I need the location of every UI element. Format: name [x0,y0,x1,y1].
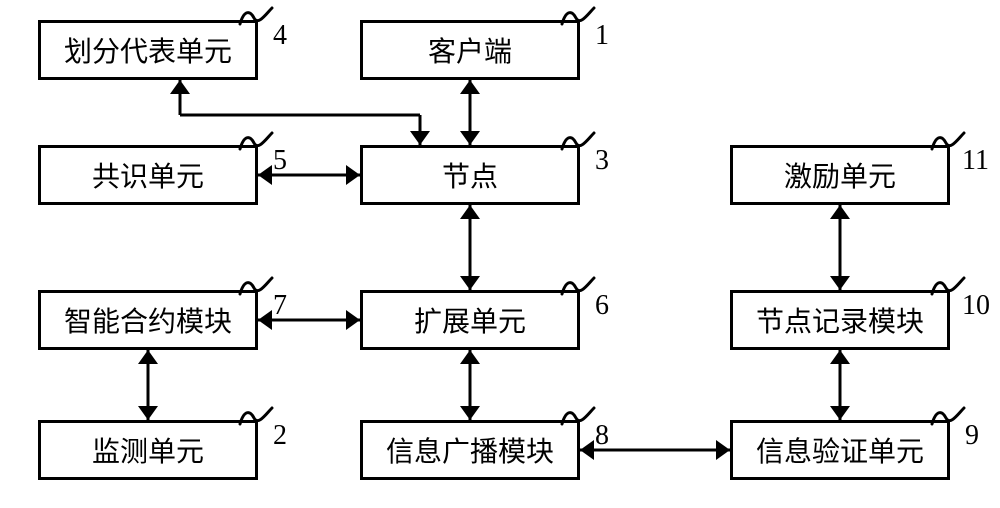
callout-number: 7 [273,290,287,322]
node-n4: 划分代表单元 [38,20,258,80]
node-label: 激励单元 [784,155,896,195]
edge-n1-n3 [460,80,480,145]
node-n9: 信息验证单元 [730,420,950,480]
edge-n4-n3 [170,80,430,145]
callout-flag [560,4,596,31]
callout-number: 6 [595,290,609,322]
node-n8: 信息广播模块 [360,420,580,480]
callout-flag [930,129,966,156]
node-label: 监测单元 [92,430,204,470]
node-label: 智能合约模块 [64,300,232,340]
node-label: 扩展单元 [414,300,526,340]
node-n10: 节点记录模块 [730,290,950,350]
node-label: 客户端 [428,30,512,70]
node-label: 节点 [442,155,498,195]
node-n7: 智能合约模块 [38,290,258,350]
node-n6: 扩展单元 [360,290,580,350]
callout-number: 8 [595,420,609,452]
callout-number: 5 [273,145,287,177]
edge-n3-n6 [460,205,480,290]
callout-flag [238,404,274,431]
callout-flag [238,129,274,156]
edge-n10-n9 [830,350,850,420]
diagram-stage: 客户端 1 划分代表单元 4 共识单元 5 节点 3 激励单元 11 智能合约模块 7 扩展单元 6 节点记… [0,0,1000,508]
node-n5: 共识单元 [38,145,258,205]
callout-flag [560,274,596,301]
edge-n7-n2 [138,350,158,420]
callout-flag [930,404,966,431]
callout-number: 10 [962,290,990,322]
node-label: 信息广播模块 [386,430,554,470]
callout-number: 11 [962,145,989,177]
node-label: 划分代表单元 [64,30,232,70]
node-n11: 激励单元 [730,145,950,205]
node-label: 共识单元 [92,155,204,195]
callout-flag [930,274,966,301]
callout-number: 4 [273,20,287,52]
edge-n6-n8 [460,350,480,420]
callout-flag [560,129,596,156]
node-n2: 监测单元 [38,420,258,480]
callout-flag [238,274,274,301]
callout-number: 3 [595,145,609,177]
callout-flag [560,404,596,431]
node-n3: 节点 [360,145,580,205]
node-n1: 客户端 [360,20,580,80]
callout-flag [238,4,274,31]
node-label: 节点记录模块 [756,300,924,340]
callout-number: 1 [595,20,609,52]
callout-number: 9 [965,420,979,452]
node-label: 信息验证单元 [756,430,924,470]
callout-number: 2 [273,420,287,452]
edge-n11-n10 [830,205,850,290]
